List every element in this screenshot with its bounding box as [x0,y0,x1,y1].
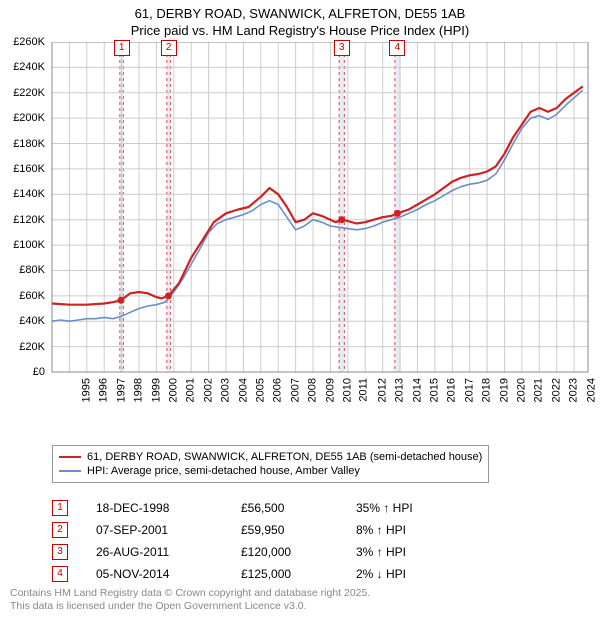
sale-marker: 4 [389,40,405,56]
title-line-1: 61, DERBY ROAD, SWANWICK, ALFRETON, DE55… [0,6,600,23]
xtick-label: 2006 [272,378,284,402]
xtick-label: 2008 [307,378,319,402]
xtick-label: 2023 [568,378,580,402]
legend-item: HPI: Average price, semi-detached house,… [59,464,482,478]
sale-date: 05-NOV-2014 [96,567,241,581]
ytick-label: £180K [13,138,45,150]
ytick-label: £200K [13,112,45,124]
ytick-label: £140K [13,188,45,200]
sale-date: 26-AUG-2011 [96,545,241,559]
sale-band [167,42,170,372]
sale-diff: 35% ↑ HPI [356,501,466,515]
ytick-label: £0 [33,366,45,378]
footer-attribution: Contains HM Land Registry data © Crown c… [10,587,370,614]
sale-dot [394,210,401,217]
ytick-label: £60K [19,290,45,302]
ytick-label: £20K [19,341,45,353]
sale-price: £120,000 [241,545,356,559]
sale-band [339,42,344,372]
footer-line-2: This data is licensed under the Open Gov… [10,600,370,614]
xtick-label: 1997 [115,378,127,402]
legend-label: 61, DERBY ROAD, SWANWICK, ALFRETON, DE55… [87,451,482,463]
ytick-label: £40K [19,315,45,327]
xtick-label: 2018 [481,378,493,402]
sale-diff: 8% ↑ HPI [356,523,466,537]
xtick-label: 2019 [498,378,510,402]
legend-item: 61, DERBY ROAD, SWANWICK, ALFRETON, DE55… [59,450,482,464]
xtick-label: 2015 [429,378,441,402]
sale-dot [338,216,345,223]
chart-title: 61, DERBY ROAD, SWANWICK, ALFRETON, DE55… [0,0,600,40]
xtick-label: 1999 [150,378,162,402]
price-paid-line [52,86,583,304]
sale-price: £59,950 [241,523,356,537]
ytick-label: £120K [13,214,45,226]
sale-index-box: 3 [52,544,68,560]
sale-index-box: 4 [52,566,68,582]
sale-row: 4 05-NOV-2014£125,0002% ↓ HPI [52,563,466,585]
plot-border [52,42,588,372]
sales-table: 1 18-DEC-1998£56,50035% ↑ HPI 2 07-SEP-2001… [52,497,466,585]
ytick-label: £160K [13,163,45,175]
sale-row: 3 26-AUG-2011£120,0003% ↑ HPI [52,541,466,563]
legend: 61, DERBY ROAD, SWANWICK, ALFRETON, DE55… [52,445,489,483]
xtick-label: 2021 [533,378,545,402]
sale-date: 18-DEC-1998 [96,501,241,515]
xtick-label: 2007 [289,378,301,402]
xtick-label: 2009 [324,378,336,402]
chart-area: £0 £20K £40K £60K £80K £100K £120K £140K £160K £1… [0,42,600,442]
xtick-label: 2004 [237,378,249,402]
xtick-label: 2011 [358,378,370,402]
ytick-label: £80K [19,264,45,276]
ytick-label: £220K [13,87,45,99]
xtick-label: 1995 [80,378,92,402]
title-line-2: Price paid vs. HM Land Registry's House … [0,23,600,40]
xtick-label: 2012 [376,378,388,402]
xtick-label: 2002 [202,378,214,402]
xtick-label: 2013 [394,378,406,402]
sale-row: 1 18-DEC-1998£56,50035% ↑ HPI [52,497,466,519]
legend-label: HPI: Average price, semi-detached house,… [87,465,360,477]
xtick-label: 2022 [550,378,562,402]
xtick-label: 2016 [446,378,458,402]
xtick-label: 2003 [220,378,232,402]
hpi-line [52,90,583,321]
sale-diff: 3% ↑ HPI [356,545,466,559]
xtick-label: 2010 [342,378,354,402]
sale-price: £56,500 [241,501,356,515]
sale-band [395,42,400,372]
sale-date: 07-SEP-2001 [96,523,241,537]
footer-line-1: Contains HM Land Registry data © Crown c… [10,587,370,601]
xtick-label: 2014 [411,378,423,402]
xtick-label: 2017 [463,378,475,402]
sale-index-box: 2 [52,522,68,538]
legend-swatch [59,456,81,458]
xtick-label: 2001 [185,378,197,402]
xtick-label: 2005 [255,378,267,402]
sale-price: £125,000 [241,567,356,581]
sale-dot [117,297,124,304]
sale-row: 2 07-SEP-2001£59,9508% ↑ HPI [52,519,466,541]
ytick-label: £260K [13,36,45,48]
sale-marker: 3 [334,40,350,56]
xtick-label: 2020 [516,378,528,402]
ytick-label: £100K [13,239,45,251]
sale-marker: 2 [161,40,177,56]
legend-swatch [59,470,81,472]
xtick-label: 2000 [167,378,179,402]
xtick-label: 1996 [98,378,110,402]
sale-index-box: 1 [52,500,68,516]
sale-diff: 2% ↓ HPI [356,567,466,581]
sale-marker: 1 [114,40,130,56]
xtick-label: 2024 [585,378,597,402]
ytick-label: £240K [13,61,45,73]
sale-dot [165,292,172,299]
xtick-label: 1998 [133,378,145,402]
